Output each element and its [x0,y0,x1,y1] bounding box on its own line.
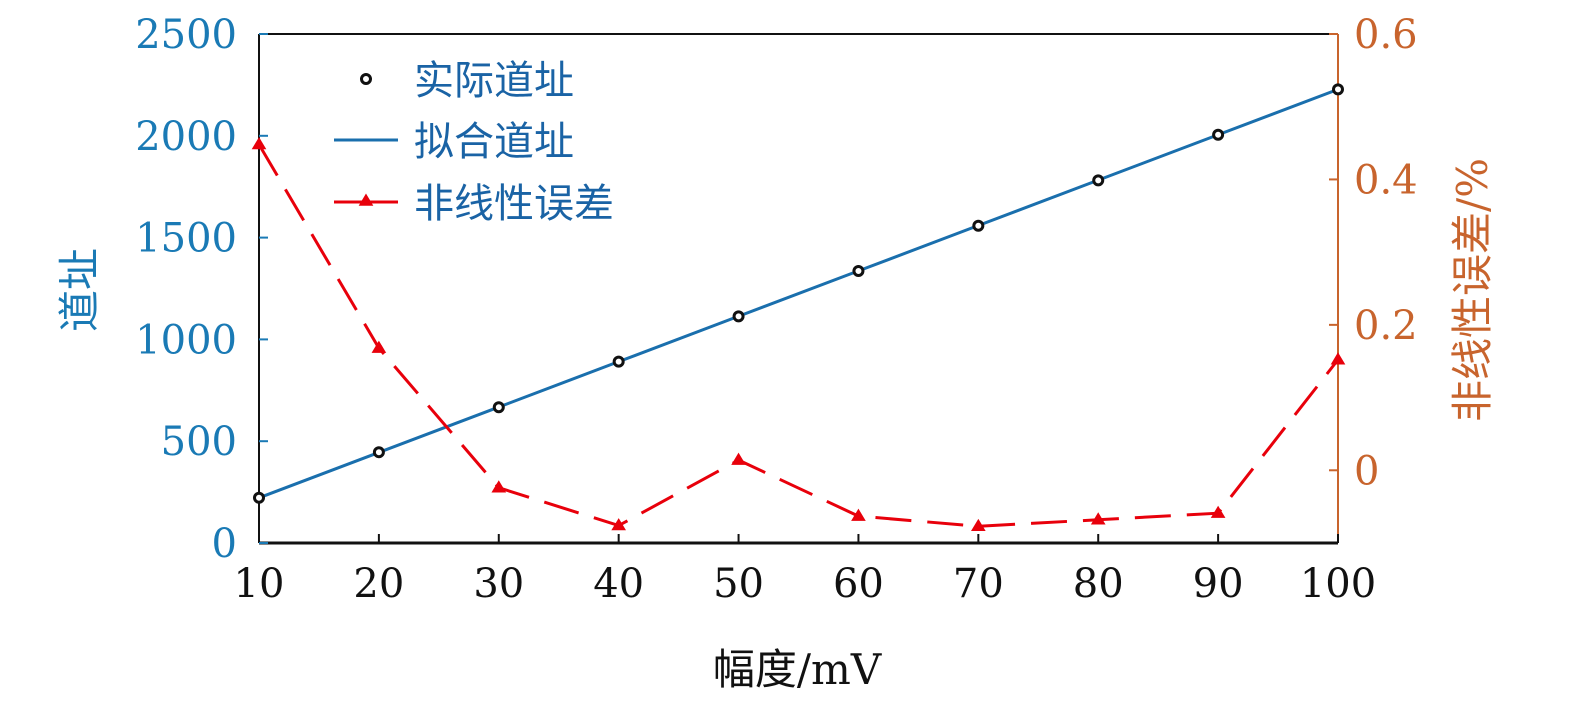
left-y-axis-title: 道址 [55,248,104,332]
x-tick-label: 30 [473,561,524,607]
legend-marker-actual [360,73,372,85]
left-y-tick-label: 1000 [135,317,237,363]
right-y-tick-label: 0.2 [1354,303,1418,349]
x-tick-label: 70 [953,561,1004,607]
nonlinearity-error-point [851,508,866,521]
actual-channel-point [732,310,745,323]
actual-channel-point [612,355,625,368]
nonlinearity-error-series [251,137,1346,532]
actual-channel-point [1092,174,1105,187]
fitted-channel-line [258,87,1339,500]
x-axis-ticks: 10 20 30 40 50 60 70 80 90 100 [234,534,1376,607]
x-tick-label: 50 [713,561,764,607]
nonlinearity-error-point [251,137,267,150]
nonlinearity-error-point [1090,512,1106,525]
nonlinearity-error-point [491,480,507,493]
legend-label-actual: 实际道址 [414,58,574,104]
plot-frame [258,33,1339,545]
nonlinearity-error-point [731,452,746,465]
right-y-tick-label: 0.6 [1354,12,1418,58]
legend-label-error: 非线性误差 [414,181,614,227]
left-y-tick-label: 2500 [135,12,237,58]
left-y-tick-label: 500 [161,419,237,465]
x-tick-label: 10 [234,561,285,607]
right-y-tick-label: 0.4 [1354,157,1418,203]
x-axis-title: 幅度/mV [713,645,882,694]
fitted-channel-series [258,87,1339,500]
left-y-tick-label: 2000 [135,114,237,160]
actual-channel-point [253,491,265,504]
actual-channel-point [372,446,385,459]
legend-label-fit: 拟合道址 [414,119,574,165]
nonlinearity-error-point [371,340,387,353]
right-y-tick-label: 0 [1354,448,1379,494]
x-tick-label: 40 [593,561,644,607]
x-tick-label: 20 [353,561,404,607]
actual-channel-point [972,219,985,232]
right-y-axis-ticks: 0 0.2 0.4 0.6 [1329,12,1418,494]
nonlinearity-error-point [971,518,986,532]
actual-channel-point [1332,83,1344,96]
nonlinearity-error-line [257,143,1340,528]
left-y-axis-ticks: 0 500 1000 1500 2000 2500 [135,12,268,567]
x-tick-label: 80 [1073,561,1124,607]
x-tick-label: 100 [1300,561,1376,607]
left-y-tick-label: 1500 [135,216,237,262]
x-tick-label: 60 [833,561,884,607]
right-y-axis-title: 非线性误差/% [1448,158,1497,422]
actual-channel-point [1212,128,1225,141]
x-tick-label: 90 [1193,561,1244,607]
actual-channel-series [253,83,1344,504]
nonlinearity-error-point [1330,352,1346,365]
actual-channel-point [492,401,505,414]
actual-channel-point [852,264,865,277]
legend: 实际道址 拟合道址 非线性误差 [334,58,614,227]
legend-marker-error [358,193,374,206]
nonlinearity-error-point [611,518,626,531]
left-y-tick-label: 0 [212,521,237,567]
nonlinearity-error-point [1210,505,1226,518]
